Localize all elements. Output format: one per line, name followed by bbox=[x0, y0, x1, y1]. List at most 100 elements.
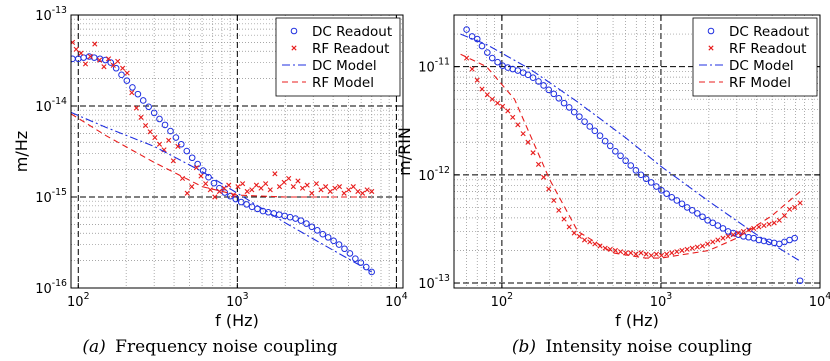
legend-label-rf-model: RF Model bbox=[312, 75, 374, 91]
data-point-rf-readout bbox=[525, 139, 531, 145]
data-point-stroke bbox=[332, 185, 338, 191]
data-point-stroke bbox=[499, 103, 506, 109]
data-point-rf-readout bbox=[355, 188, 361, 195]
data-point-dc-readout bbox=[606, 142, 614, 150]
data-point-stroke bbox=[745, 227, 752, 233]
data-point-stroke bbox=[505, 108, 511, 114]
data-point-dc-readout bbox=[704, 217, 711, 224]
data-point-rf-readout bbox=[571, 230, 577, 236]
data-point-dc-readout bbox=[199, 167, 207, 174]
data-point-stroke bbox=[628, 250, 634, 256]
data-point-dc-readout bbox=[596, 132, 604, 139]
data-point-stroke bbox=[133, 105, 140, 111]
data-point-stroke bbox=[359, 190, 366, 196]
data-point-stroke bbox=[336, 184, 343, 190]
data-point-stroke bbox=[705, 241, 711, 247]
data-point-dc-readout bbox=[622, 157, 629, 165]
data-point-stroke bbox=[776, 217, 782, 223]
data-point-stroke bbox=[152, 134, 158, 141]
data-point-rf-readout bbox=[304, 182, 310, 188]
data-point-rf-readout bbox=[170, 158, 176, 164]
data-point-dc-readout bbox=[205, 173, 212, 181]
data-point-stroke bbox=[364, 187, 370, 193]
data-point-stroke bbox=[203, 181, 209, 187]
data-point-rf-readout bbox=[751, 225, 757, 231]
data-point-rf-readout bbox=[286, 175, 292, 182]
legend-marker-stroke bbox=[291, 45, 297, 51]
y-tick-label: 10-13 bbox=[35, 5, 67, 24]
data-point-dc-readout bbox=[653, 183, 660, 190]
data-point-stroke bbox=[249, 187, 255, 193]
data-point-dc-readout bbox=[313, 227, 321, 234]
data-point-rf-readout bbox=[710, 239, 716, 245]
y-tick-label: 10-16 bbox=[35, 278, 67, 297]
data-point-stroke bbox=[87, 53, 93, 60]
series-line-dc-model bbox=[71, 111, 373, 273]
data-point-stroke bbox=[535, 161, 542, 167]
data-point-dc-readout bbox=[601, 137, 609, 145]
data-point-rf-readout bbox=[740, 228, 747, 235]
data-point-dc-readout bbox=[796, 277, 804, 285]
y-axis-label: m/Hz bbox=[12, 131, 31, 172]
data-point-dc-readout bbox=[346, 250, 354, 257]
data-point-stroke bbox=[520, 131, 526, 137]
data-point-stroke bbox=[761, 222, 767, 229]
data-point-rf-readout bbox=[474, 77, 480, 83]
data-point-rf-readout bbox=[689, 245, 695, 251]
data-point-stroke bbox=[341, 190, 347, 196]
data-point-stroke bbox=[674, 249, 680, 255]
data-point-dc-readout bbox=[529, 74, 537, 82]
y-tick-label: 10-11 bbox=[418, 57, 450, 76]
x-tick-label: 104 bbox=[385, 291, 408, 310]
data-point-rf-readout bbox=[143, 122, 149, 129]
data-point-rf-readout bbox=[469, 66, 475, 72]
data-point-dc-readout bbox=[627, 162, 635, 169]
data-point-rf-readout bbox=[530, 150, 536, 156]
data-point-rf-readout bbox=[147, 129, 153, 135]
data-point-rf-readout bbox=[715, 237, 721, 243]
data-point-rf-readout bbox=[684, 246, 690, 252]
caption-a-tag: (a) bbox=[82, 337, 105, 357]
data-point-rf-readout bbox=[240, 181, 246, 187]
data-point-stroke bbox=[751, 225, 757, 231]
y-tick-label: 10-13 bbox=[418, 273, 450, 292]
data-point-stroke bbox=[576, 233, 582, 239]
data-point-stroke bbox=[253, 182, 260, 188]
data-point-dc-readout bbox=[637, 171, 645, 179]
data-point-rf-readout bbox=[541, 174, 547, 180]
data-point-dc-readout bbox=[308, 223, 316, 231]
data-point-stroke bbox=[546, 186, 552, 192]
data-point-stroke bbox=[138, 114, 144, 120]
data-point-rf-readout bbox=[115, 58, 121, 64]
data-point-stroke bbox=[720, 235, 726, 241]
x-tick-label: 102 bbox=[67, 291, 90, 310]
data-point-stroke bbox=[290, 184, 296, 190]
data-point-rf-readout bbox=[359, 190, 366, 196]
data-point-rf-readout bbox=[216, 188, 223, 195]
data-point-rf-readout bbox=[272, 171, 278, 177]
data-point-stroke bbox=[643, 251, 649, 257]
data-point-rf-readout bbox=[166, 137, 172, 143]
legend-label-rf-readout: RF Readout bbox=[312, 41, 389, 57]
data-point-stroke bbox=[258, 185, 264, 191]
data-point-rf-readout bbox=[648, 252, 654, 259]
data-point-rf-readout bbox=[105, 56, 112, 62]
data-point-rf-readout bbox=[318, 187, 324, 193]
data-point-stroke bbox=[267, 187, 273, 193]
data-point-rf-readout bbox=[669, 250, 675, 256]
data-point-dc-readout bbox=[210, 179, 218, 187]
data-point-rf-readout bbox=[786, 206, 793, 212]
data-point-rf-readout bbox=[705, 241, 711, 247]
caption-b: (b) Intensity noise coupling bbox=[512, 337, 752, 357]
data-point-stroke bbox=[669, 250, 675, 256]
data-point-rf-readout bbox=[776, 217, 782, 223]
data-point-dc-readout bbox=[524, 71, 532, 79]
series-rf-readout bbox=[464, 55, 803, 259]
data-point-rf-readout bbox=[484, 92, 490, 98]
data-point-stroke bbox=[115, 58, 121, 64]
caption-b-text: Intensity noise coupling bbox=[545, 337, 752, 357]
data-point-stroke bbox=[327, 188, 333, 195]
data-point-stroke bbox=[756, 224, 762, 230]
data-point-stroke bbox=[92, 41, 98, 47]
